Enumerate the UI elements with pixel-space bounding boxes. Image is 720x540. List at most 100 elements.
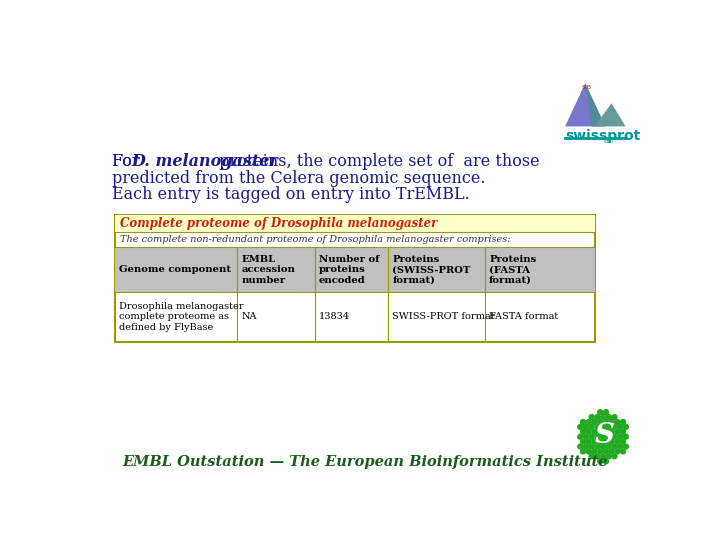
Circle shape	[589, 454, 594, 459]
Circle shape	[586, 449, 591, 454]
Circle shape	[589, 415, 594, 420]
Circle shape	[589, 434, 594, 439]
Circle shape	[603, 449, 608, 454]
Circle shape	[618, 424, 623, 429]
Text: Complete proteome of Drosophila melanogaster: Complete proteome of Drosophila melanoga…	[120, 217, 438, 230]
Polygon shape	[595, 103, 626, 126]
Circle shape	[603, 420, 608, 424]
Circle shape	[580, 439, 585, 444]
Circle shape	[612, 434, 617, 439]
Text: proteins, the complete set of  are those: proteins, the complete set of are those	[214, 153, 539, 170]
Text: 13834: 13834	[319, 313, 350, 321]
Circle shape	[603, 439, 608, 444]
Circle shape	[603, 429, 608, 434]
Circle shape	[598, 420, 603, 424]
Circle shape	[598, 429, 603, 434]
Circle shape	[600, 444, 606, 449]
Circle shape	[615, 429, 620, 434]
Circle shape	[624, 444, 629, 449]
Circle shape	[577, 424, 582, 429]
Circle shape	[595, 444, 600, 449]
Polygon shape	[565, 83, 606, 126]
Circle shape	[618, 444, 623, 449]
Text: SIB: SIB	[582, 85, 592, 90]
Circle shape	[606, 434, 611, 439]
Circle shape	[589, 444, 594, 449]
Circle shape	[615, 439, 620, 444]
Circle shape	[586, 429, 591, 434]
Text: For: For	[112, 153, 145, 170]
Circle shape	[615, 420, 620, 424]
Circle shape	[598, 439, 603, 444]
Text: Drosophila melanogaster
complete proteome as
defined by FlyBase: Drosophila melanogaster complete proteom…	[119, 302, 243, 332]
Circle shape	[577, 434, 582, 439]
Circle shape	[595, 415, 600, 420]
Text: S: S	[595, 422, 615, 449]
Circle shape	[612, 454, 617, 459]
Circle shape	[624, 434, 629, 439]
Bar	[114, 215, 595, 342]
Circle shape	[621, 420, 626, 424]
Circle shape	[592, 439, 597, 444]
Circle shape	[600, 434, 606, 439]
Text: Proteins
(SWISS-PROT
format): Proteins (SWISS-PROT format)	[392, 255, 471, 285]
Circle shape	[580, 449, 585, 454]
Text: swissprot: swissprot	[565, 129, 640, 143]
Circle shape	[583, 434, 588, 439]
Circle shape	[595, 424, 600, 429]
Circle shape	[606, 415, 611, 420]
Circle shape	[600, 424, 606, 429]
Circle shape	[583, 424, 588, 429]
Text: The complete non-redundant proteome of Drosophila melanogaster comprises:: The complete non-redundant proteome of D…	[120, 235, 510, 244]
Circle shape	[612, 424, 617, 429]
Circle shape	[618, 434, 623, 439]
Text: predicted from the Celera genomic sequence.: predicted from the Celera genomic sequen…	[112, 170, 485, 186]
Text: FASTA format: FASTA format	[489, 313, 559, 321]
Circle shape	[612, 415, 617, 420]
Bar	[114, 247, 595, 292]
Text: NA: NA	[241, 313, 256, 321]
Text: D. melanogaster: D. melanogaster	[131, 153, 278, 170]
Text: For ​D. melanogaster: For ​D. melanogaster	[112, 153, 294, 170]
Text: EBI: EBI	[604, 139, 614, 144]
Circle shape	[609, 429, 614, 434]
Polygon shape	[585, 83, 606, 126]
Circle shape	[592, 420, 597, 424]
Circle shape	[577, 444, 582, 449]
Text: EMBL Outstation — The European Bioinformatics Institute: EMBL Outstation — The European Bioinform…	[122, 455, 608, 469]
Circle shape	[603, 410, 608, 415]
Circle shape	[580, 420, 585, 424]
Text: For: For	[112, 153, 145, 170]
Circle shape	[609, 449, 614, 454]
Text: SWISS-PROT format: SWISS-PROT format	[392, 313, 495, 321]
Circle shape	[609, 420, 614, 424]
Circle shape	[592, 429, 597, 434]
Circle shape	[612, 444, 617, 449]
Circle shape	[595, 454, 600, 459]
Circle shape	[621, 439, 626, 444]
Circle shape	[615, 449, 620, 454]
Text: Each entry is tagged on entry into TrEMBL.: Each entry is tagged on entry into TrEMB…	[112, 186, 469, 202]
Circle shape	[621, 449, 626, 454]
Circle shape	[589, 424, 594, 429]
Circle shape	[603, 459, 608, 464]
Circle shape	[598, 459, 603, 464]
Circle shape	[583, 444, 588, 449]
Text: Number of
proteins
encoded: Number of proteins encoded	[319, 255, 379, 285]
Circle shape	[609, 439, 614, 444]
Text: EMBL
accession
number: EMBL accession number	[241, 255, 295, 285]
Circle shape	[606, 424, 611, 429]
Circle shape	[621, 429, 626, 434]
Circle shape	[624, 424, 629, 429]
Circle shape	[598, 410, 603, 415]
Circle shape	[586, 420, 591, 424]
Circle shape	[600, 415, 606, 420]
Circle shape	[580, 429, 585, 434]
Circle shape	[595, 434, 600, 439]
Circle shape	[606, 444, 611, 449]
Bar	[114, 215, 595, 232]
Text: Proteins
(FASTA
format): Proteins (FASTA format)	[489, 255, 536, 285]
Circle shape	[606, 454, 611, 459]
Circle shape	[600, 454, 606, 459]
Circle shape	[592, 449, 597, 454]
